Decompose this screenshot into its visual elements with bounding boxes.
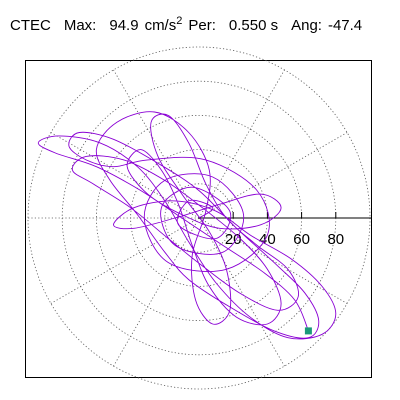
max-value: 94.9 [109, 17, 139, 34]
chart-header: CTEC Max: 94.9 cm/s2 Per: 0.550 s Ang: -47.4 [10, 16, 362, 36]
motion-trace [37, 111, 337, 340]
grid-spoke-30 [198, 132, 348, 219]
ang-label: Ang: [291, 17, 322, 34]
radial-axis: 20 40 60 80 [199, 212, 371, 248]
per-value: 0.550 s [228, 17, 279, 34]
grid-spoke-210 [50, 217, 200, 304]
max-unit: cm/s [144, 17, 177, 34]
radial-tick-label-40: 40 [259, 231, 276, 248]
grid-spoke-330 [198, 217, 348, 304]
station-label: CTEC [10, 17, 51, 34]
trace-layer [37, 111, 337, 340]
marker-layer [304, 327, 312, 335]
per-label: Per: [188, 17, 216, 34]
end-point-marker [304, 327, 312, 335]
grid-spoke-120 [113, 69, 200, 219]
max-label: Max: [63, 17, 97, 34]
grid-spoke-240 [113, 217, 200, 367]
grid-spoke-60 [198, 69, 285, 219]
grid-spoke-150 [50, 132, 200, 219]
max-unit-exponent: 2 [176, 15, 183, 27]
grid-spoke-300 [198, 217, 285, 367]
plot-frame [25, 60, 372, 378]
radial-tick-label-60: 60 [293, 231, 310, 248]
ang-value: -47.4 [327, 17, 363, 34]
radial-tick-label-20: 20 [225, 231, 242, 248]
radial-tick-label-80: 80 [327, 231, 344, 248]
